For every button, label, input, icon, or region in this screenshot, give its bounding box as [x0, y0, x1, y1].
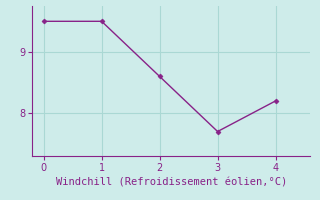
X-axis label: Windchill (Refroidissement éolien,°C): Windchill (Refroidissement éolien,°C) [56, 177, 287, 187]
